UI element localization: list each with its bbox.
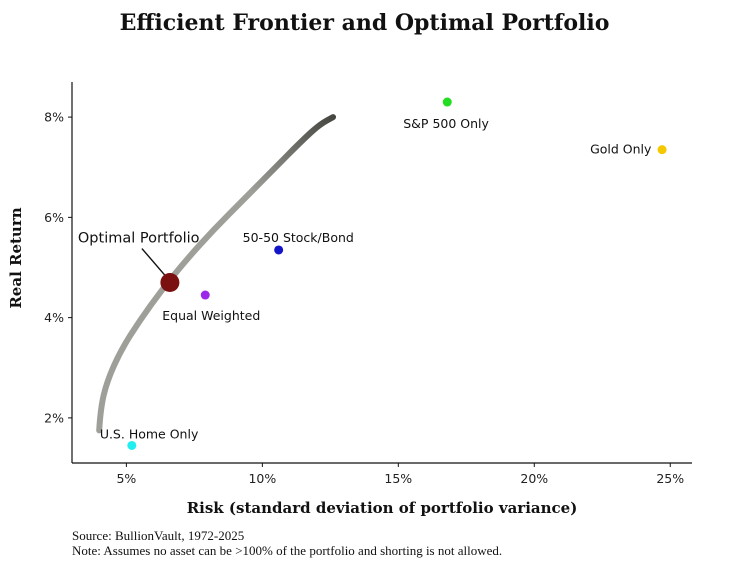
label-s-p-500-only: S&P 500 Only xyxy=(403,116,489,131)
y-tick-label: 8% xyxy=(44,110,64,125)
x-axis-label: Risk (standard deviation of portfolio va… xyxy=(186,499,578,517)
label-equal-weighted: Equal Weighted xyxy=(162,308,260,323)
label-u-s-home-only: U.S. Home Only xyxy=(100,426,199,441)
optimal-portfolio-pointer xyxy=(141,248,168,278)
disclaimer-note: Note: Assumes no asset can be >100% of t… xyxy=(72,543,503,558)
y-tick-label: 6% xyxy=(44,210,64,225)
point-optimal-portfolio xyxy=(160,273,180,293)
data-points: Optimal Portfolio Equal Weighted 50-50 Sto… xyxy=(78,97,667,450)
point-s-p-500-only xyxy=(442,97,452,107)
point-u-s-home-only xyxy=(127,440,137,450)
label-optimal-portfolio: Optimal Portfolio xyxy=(78,231,200,247)
point-equal-weighted xyxy=(200,290,210,300)
x-tick-label: 25% xyxy=(656,471,684,486)
label-50-50-stock-bond: 50-50 Stock/Bond xyxy=(243,230,354,245)
frontier-line xyxy=(96,114,337,434)
point-50-50-stock-bond xyxy=(274,245,284,255)
y-axis-label: Real Return xyxy=(7,207,25,309)
label-gold-only: Gold Only xyxy=(590,142,652,157)
x-tick-label: 15% xyxy=(384,471,412,486)
efficient-frontier xyxy=(96,114,337,434)
x-tick-label: 5% xyxy=(116,471,136,486)
x-tick-label: 10% xyxy=(248,471,276,486)
x-tick-label: 20% xyxy=(520,471,548,486)
chart-title: Efficient Frontier and Optimal Portfolio xyxy=(119,10,610,36)
y-tick-label: 2% xyxy=(44,410,64,425)
axes: 5% 10% 15% 20% 25% 2% 4% 6% 8% xyxy=(44,82,692,486)
y-tick-label: 4% xyxy=(44,310,64,325)
source-note: Source: BullionVault, 1972-2025 xyxy=(72,528,245,543)
point-gold-only xyxy=(657,145,667,155)
